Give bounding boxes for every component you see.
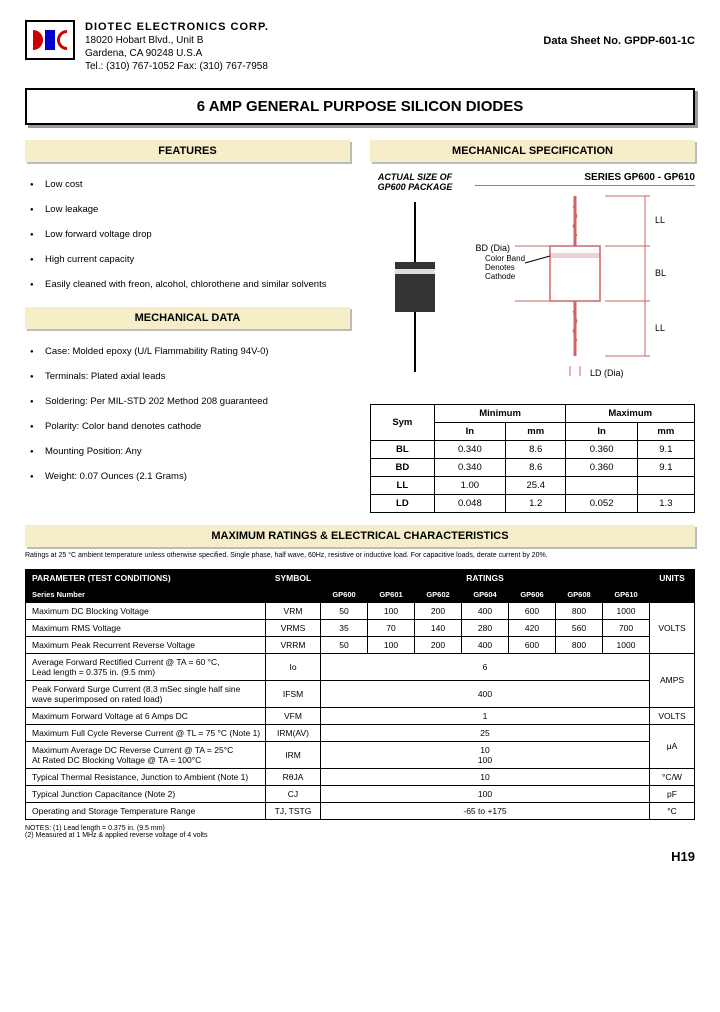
dimension-table: Sym Minimum Maximum In mm In mm BL0.3408…	[370, 404, 695, 513]
mechdata-list: Case: Molded epoxy (U/L Flammability Rat…	[25, 339, 350, 489]
bd-label: BD (Dia)	[475, 243, 510, 253]
dim-max-h: Maximum	[566, 405, 695, 423]
actual-label: ACTUAL SIZE OF GP600 PACKAGE	[370, 172, 460, 192]
mechanical-diagram: SERIES GP600 - GP610 BD (Dia)	[475, 172, 695, 394]
dimension-svg: BD (Dia) LL BL LL LD (Dia)	[475, 191, 675, 391]
mechspec-heading: MECHANICAL SPECIFICATION	[370, 140, 695, 162]
svg-text:LL: LL	[655, 323, 665, 333]
fine-print: Ratings at 25 °C ambient temperature unl…	[25, 552, 695, 560]
max-ratings-heading: MAXIMUM RATINGS & ELECTRICAL CHARACTERIS…	[25, 525, 695, 547]
feature-item: Low cost	[30, 172, 345, 197]
mechdata-item: Weight: 0.07 Ounces (2.1 Grams)	[30, 464, 345, 489]
mechdata-item: Polarity: Color band denotes cathode	[30, 414, 345, 439]
addr1: 18020 Hobart Blvd., Unit B	[85, 34, 269, 47]
ratings-table: PARAMETER (TEST CONDITIONS) SYMBOL RATIN…	[25, 569, 695, 820]
package-svg	[375, 197, 455, 377]
series-label: SERIES GP600 - GP610	[475, 172, 695, 186]
header: DIOTEC ELECTRONICS CORP. 18020 Hobart Bl…	[25, 20, 695, 73]
features-list: Low costLow leakageLow forward voltage d…	[25, 172, 350, 297]
company-logo	[25, 20, 75, 60]
feature-item: High current capacity	[30, 247, 345, 272]
feature-item: Low leakage	[30, 197, 345, 222]
page-title: 6 AMP GENERAL PURPOSE SILICON DIODES	[25, 88, 695, 125]
addr2: Gardena, CA 90248 U.S.A	[85, 47, 269, 60]
mechdata-heading: MECHANICAL DATA	[25, 307, 350, 329]
dim-sym-h: Sym	[371, 405, 435, 441]
page-number: H19	[25, 849, 695, 864]
notes: NOTES: (1) Lead length = 0.375 in. (9.5 …	[25, 825, 695, 839]
company-name: DIOTEC ELECTRONICS CORP.	[85, 20, 269, 34]
feature-item: Low forward voltage drop	[30, 222, 345, 247]
svg-text:Cathode: Cathode	[485, 272, 516, 281]
svg-text:LD (Dia): LD (Dia)	[590, 368, 624, 378]
svg-text:BL: BL	[655, 268, 666, 278]
sheet-number: Data Sheet No. GPDP-601-1C	[543, 20, 695, 47]
svg-text:LL: LL	[655, 215, 665, 225]
features-heading: FEATURES	[25, 140, 350, 162]
feature-item: Easily cleaned with freon, alcohol, chlo…	[30, 272, 345, 297]
mechdata-item: Mounting Position: Any	[30, 439, 345, 464]
mechdata-item: Case: Molded epoxy (U/L Flammability Rat…	[30, 339, 345, 364]
svg-text:Color Band: Color Band	[485, 254, 525, 263]
mechdata-item: Terminals: Plated axial leads	[30, 364, 345, 389]
svg-text:Denotes: Denotes	[485, 263, 515, 272]
company-info: DIOTEC ELECTRONICS CORP. 18020 Hobart Bl…	[85, 20, 269, 73]
actual-package: ACTUAL SIZE OF GP600 PACKAGE	[370, 172, 460, 380]
contact: Tel.: (310) 767-1052 Fax: (310) 767-7958	[85, 60, 269, 73]
dim-min-h: Minimum	[434, 405, 566, 423]
mechdata-item: Soldering: Per MIL-STD 202 Method 208 gu…	[30, 389, 345, 414]
